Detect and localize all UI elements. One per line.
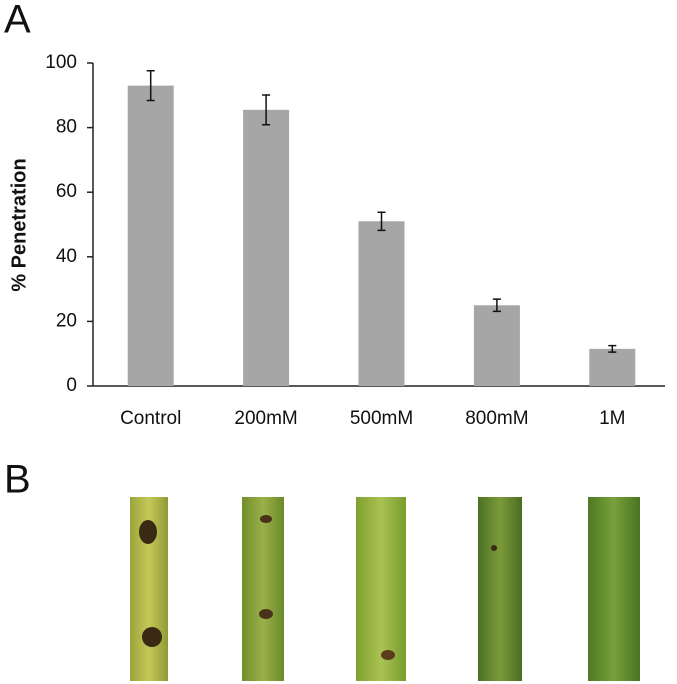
error-bar — [377, 211, 386, 232]
y-tick-label: 0 — [66, 375, 77, 396]
leaf — [242, 497, 284, 681]
error-bar — [492, 298, 501, 313]
lesion — [491, 545, 497, 551]
leaf — [588, 497, 640, 681]
x-tick-label: 800mM — [465, 408, 528, 429]
error-bar — [608, 344, 617, 353]
bar — [473, 305, 520, 386]
y-tick-label: 20 — [56, 310, 77, 331]
y-tick-label: 100 — [45, 52, 77, 73]
panel-label: A — [4, 0, 31, 42]
x-tick-label: Control — [120, 408, 181, 429]
x-tick-label: 500mM — [350, 408, 413, 429]
lesion — [142, 627, 162, 647]
bar — [243, 109, 290, 387]
error-bar — [262, 94, 271, 126]
y-tick-label: 80 — [56, 117, 77, 138]
bar — [127, 85, 174, 387]
leaf-photos — [130, 497, 640, 681]
x-tick-label: 1M — [599, 408, 625, 429]
leaf — [478, 497, 522, 681]
lesion — [260, 515, 272, 523]
error-bar — [146, 70, 155, 102]
lesion — [381, 650, 395, 660]
y-tick-label: 60 — [56, 181, 77, 202]
panel-label: B — [4, 458, 31, 502]
bar — [589, 348, 636, 386]
lesion — [139, 520, 157, 544]
lesion — [259, 609, 273, 619]
bar — [358, 221, 405, 386]
y-tick-label: 40 — [56, 246, 77, 267]
x-tick-label: 200mM — [234, 408, 297, 429]
y-axis-label: % Penetration — [8, 158, 30, 291]
leaf — [356, 497, 406, 681]
